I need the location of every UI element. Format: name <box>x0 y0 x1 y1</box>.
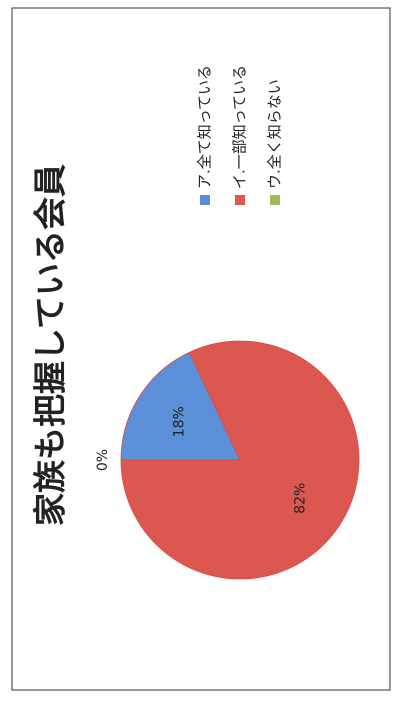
pie-slice <box>120 340 360 580</box>
value-label: 0% <box>95 449 111 471</box>
value-label: 82% <box>292 483 308 514</box>
legend-swatch <box>200 195 210 205</box>
legend-swatch <box>270 195 280 205</box>
value-label: 18% <box>172 406 188 437</box>
legend-label: ウ.全く知らない <box>266 79 284 189</box>
legend-label: ア.全て知っている <box>196 65 214 189</box>
legend-swatch <box>235 195 245 205</box>
chart-title: 家族も把握している会員 <box>31 164 70 526</box>
legend-label: イ.一部知っている <box>231 65 249 189</box>
pie-slice <box>120 351 241 461</box>
chart-frame: 家族も把握している会員 18% 82% 0% ア.全て知っている イ.一部知っている ウ.… <box>11 7 391 691</box>
